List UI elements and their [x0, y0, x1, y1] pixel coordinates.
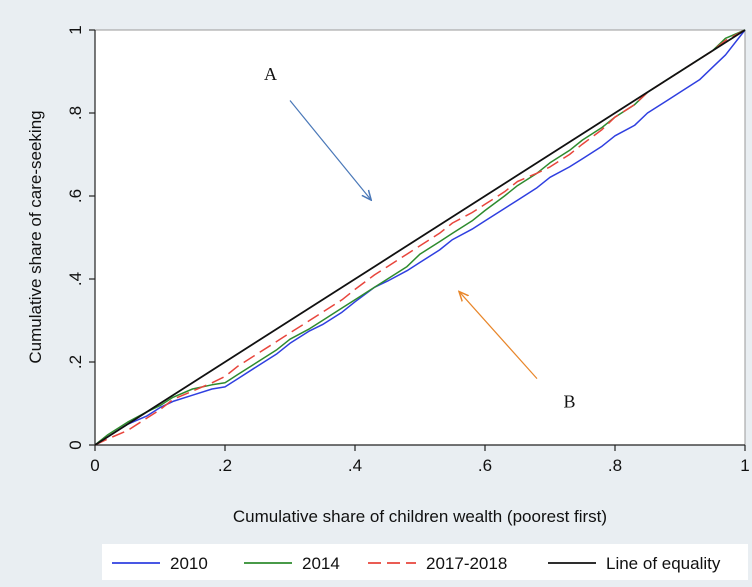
x-tick-label: .8 — [608, 456, 622, 475]
legend-label: Line of equality — [606, 554, 721, 573]
legend: 2010 2014 2017-2018 Line of equality — [112, 554, 721, 573]
y-tick-label: .6 — [66, 189, 85, 203]
legend-label: 2017-2018 — [426, 554, 507, 573]
legend-label: 2014 — [302, 554, 340, 573]
y-tick-label: .2 — [66, 355, 85, 369]
annotation-label-a: A — [264, 64, 277, 84]
x-tick-label: 1 — [740, 456, 749, 475]
axes: 0 .2 .4 .6 .8 1 0 .2 .4 .6 .8 1 — [66, 25, 750, 475]
y-tick-label: .4 — [66, 272, 85, 286]
series-lines — [94, 29, 746, 446]
y-tick-label: 1 — [66, 25, 85, 34]
x-tick-label: 0 — [90, 456, 99, 475]
annotation-arrow-b — [459, 291, 538, 380]
annotations: AB — [264, 64, 576, 412]
x-tick-label: .2 — [218, 456, 232, 475]
annotation-arrow-a — [289, 100, 371, 201]
y-tick-label: 0 — [66, 440, 85, 449]
x-tick-label: .6 — [478, 456, 492, 475]
legend-box — [102, 544, 748, 580]
x-axis-title: Cumulative share of children wealth (poo… — [233, 507, 607, 526]
series-line-line-of-equality — [94, 29, 746, 446]
annotation-label-b: B — [563, 392, 575, 412]
series-line-2017-2018 — [94, 29, 746, 446]
y-tick-label: .8 — [66, 106, 85, 120]
y-axis-title: Cumulative share of care-seeking — [26, 110, 45, 363]
x-tick-label: .4 — [348, 456, 362, 475]
legend-label: 2010 — [170, 554, 208, 573]
series-line-2010 — [94, 29, 746, 446]
